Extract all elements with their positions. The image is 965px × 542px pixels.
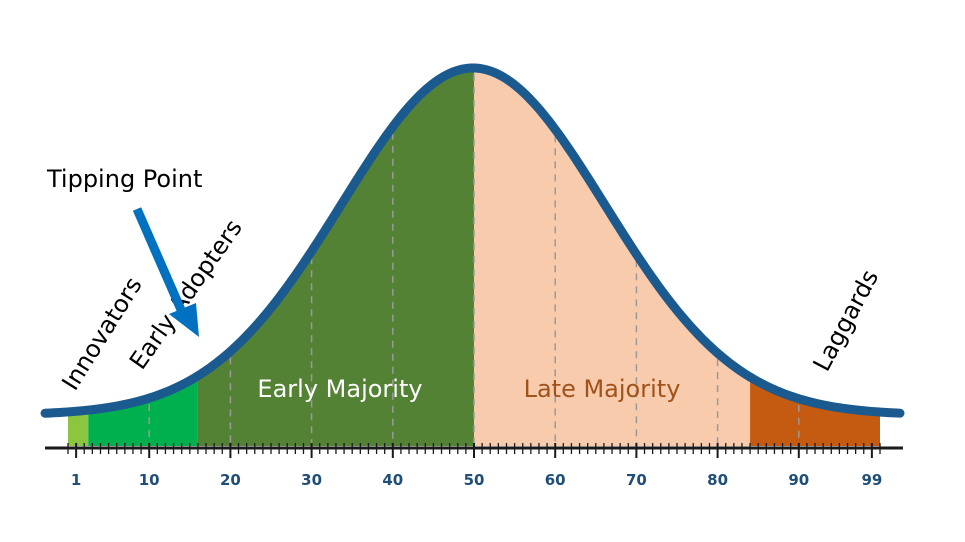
axis-tick-label: 30 <box>301 471 322 489</box>
tipping-point-label: Tipping Point <box>46 165 202 193</box>
late-majority-label: Late Majority <box>524 375 681 403</box>
bell-curve <box>40 63 905 418</box>
axis-minor-ticks <box>67 443 881 458</box>
innovators-fill <box>68 410 89 446</box>
axis-tick-labels: 1 10 20 30 40 50 60 70 80 90 99 <box>71 471 882 489</box>
axis-tick-label: 80 <box>707 471 728 489</box>
axis-tick-label: 90 <box>788 471 809 489</box>
axis-tick-label: 99 <box>861 471 882 489</box>
axis-tick-label: 10 <box>139 471 160 489</box>
tipping-point-arrow-head <box>169 303 199 337</box>
axis-tick-label: 20 <box>220 471 241 489</box>
axis-tick-label: 50 <box>464 471 485 489</box>
axis-tick-label: 70 <box>626 471 647 489</box>
axis-tick-label: 1 <box>71 471 81 489</box>
innovators-label: Innovators <box>56 272 147 395</box>
axis-tick-label: 60 <box>545 471 566 489</box>
tipping-point-arrow-shaft <box>132 207 187 314</box>
x-axis: 1 10 20 30 40 50 60 70 80 90 99 <box>45 443 903 489</box>
early-majority-label: Early Majority <box>257 375 422 403</box>
dashed-gridlines <box>148 74 800 446</box>
late-majority-fill <box>474 68 751 446</box>
laggards-label: Laggards <box>808 265 885 376</box>
axis-tick-label: 40 <box>382 471 403 489</box>
early-majority-fill <box>197 68 475 446</box>
tipping-point-arrow <box>132 207 199 337</box>
